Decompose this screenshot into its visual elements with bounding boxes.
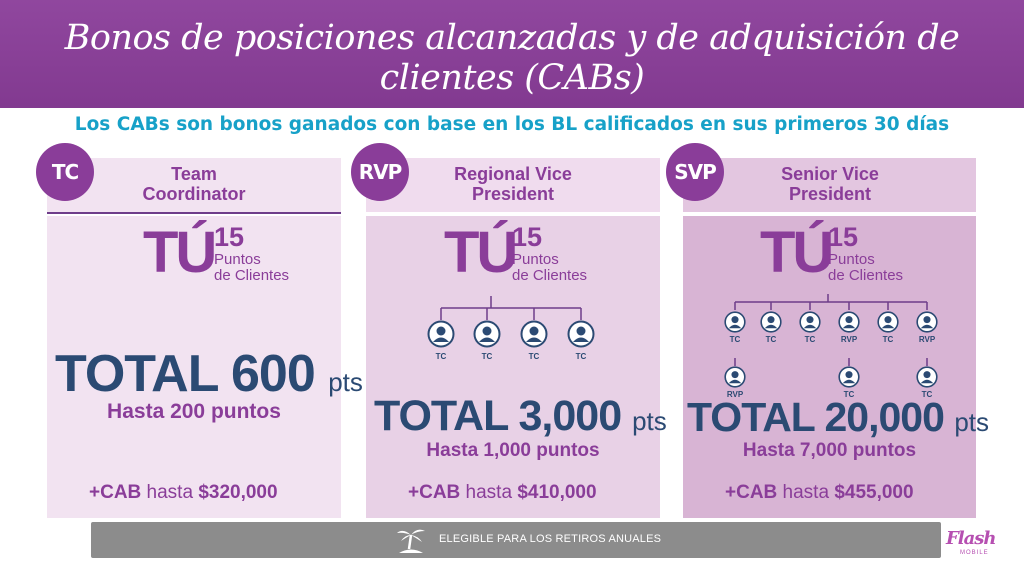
flash-mobile-logo: Flash MOBILE: [946, 526, 997, 562]
total-value: TOTAL 600: [55, 345, 316, 403]
cab-amount: $455,000: [834, 482, 914, 503]
tree-label: TC: [575, 352, 587, 361]
card-body: TÚ 15 Puntos de Clientes TOTAL 600 pts H…: [47, 216, 363, 518]
total-unit: pts: [954, 407, 989, 437]
total-unit: pts: [328, 367, 363, 397]
points-label-1: Puntos: [828, 251, 875, 268]
points-label-1: Puntos: [512, 251, 559, 268]
role-name: Regional Vice President: [423, 164, 603, 204]
role-line-2: President: [788, 184, 872, 204]
points-number: 15: [828, 222, 859, 252]
role-line-2: Coordinator: [142, 184, 246, 204]
hasta-points: Hasta 1,000 puntos: [426, 440, 600, 461]
role-line-1: Regional Vice: [454, 164, 572, 184]
tree-label: TC: [528, 352, 540, 361]
person-icon: [427, 320, 455, 348]
logo-text: Flash: [946, 528, 997, 549]
card-body: TÚ 15 Puntos de Clientes TC TC TC TC TOT…: [366, 216, 667, 518]
points-number: 15: [512, 222, 543, 252]
cab-mid: hasta: [782, 482, 830, 503]
card-header: Team Coordinator: [47, 158, 341, 213]
tree-label: RVP: [726, 390, 744, 399]
tree-label: TC: [729, 335, 741, 344]
person-icon: [520, 320, 548, 348]
role-line-1: Senior Vice: [781, 164, 879, 184]
points-label-2: de Clientes: [828, 267, 904, 284]
logo-subtext: MOBILE: [960, 550, 989, 556]
tree-label: TC: [481, 352, 493, 361]
tu-label: TÚ: [143, 220, 217, 285]
team-tree: [440, 296, 582, 320]
total-value: TOTAL 20,000: [687, 394, 945, 440]
cab-amount-line: +CAB hasta $455,000: [725, 482, 914, 504]
role-line-1: Team: [171, 164, 217, 184]
card-regional-vice-president: Regional Vice President TÚ 15 Puntos de …: [366, 158, 667, 518]
card-header: Senior Vice President: [683, 158, 976, 213]
card-team-coordinator: Team Coordinator TÚ 15 Puntos de Cliente…: [47, 158, 363, 518]
footer-text: ELEGIBLE PARA LOS RETIROS ANUALES: [439, 533, 662, 545]
person-icon: [877, 311, 899, 333]
role-name: Team Coordinator: [104, 164, 284, 204]
points-label-1: Puntos: [214, 251, 261, 268]
header-divider: [47, 212, 341, 214]
tree-label: TC: [765, 335, 777, 344]
points-label-2: de Clientes: [214, 267, 290, 284]
header-divider: [366, 212, 660, 214]
person-icon: [799, 311, 821, 333]
cab-amount: $410,000: [517, 482, 597, 503]
header-banner: Bonos de posiciones alcanzadas y de adqu…: [0, 0, 1024, 108]
team-tree: [734, 294, 928, 366]
total-points: TOTAL 20,000 pts: [687, 394, 989, 441]
person-icon: [838, 366, 860, 388]
person-icon: [724, 366, 746, 388]
cab-amount-line: +CAB hasta $410,000: [408, 482, 597, 504]
tu-label: TÚ: [760, 220, 834, 285]
cab-prefix: +CAB: [408, 482, 461, 503]
points-label-2: de Clientes: [512, 267, 588, 284]
tu-label: TÚ: [444, 220, 518, 285]
badge-tc: TC: [36, 143, 94, 201]
badge-rvp: RVP: [351, 143, 409, 201]
cab-mid: hasta: [146, 482, 194, 503]
cab-prefix: +CAB: [89, 482, 142, 503]
header-divider: [683, 212, 976, 214]
tree-label: TC: [843, 390, 855, 399]
card-body: TÚ 15 Puntos de Clientes TC TC TC RVP TC…: [683, 216, 989, 518]
card-senior-vice-president: Senior Vice President TÚ 15 Puntos de Cl…: [683, 158, 989, 518]
cab-amount-line: +CAB hasta $320,000: [89, 482, 278, 504]
person-icon: [838, 311, 860, 333]
tree-label: TC: [435, 352, 447, 361]
cab-prefix: +CAB: [725, 482, 778, 503]
card-header: Regional Vice President: [366, 158, 660, 213]
tree-label: RVP: [840, 335, 858, 344]
tree-label: TC: [804, 335, 816, 344]
tree-label: TC: [921, 390, 933, 399]
person-icon: [916, 366, 938, 388]
badge-svp: SVP: [666, 143, 724, 201]
person-icon: [567, 320, 595, 348]
hasta-points: Hasta 200 puntos: [107, 400, 281, 423]
points-number: 15: [214, 222, 245, 252]
tree-label: TC: [882, 335, 894, 344]
hasta-points: Hasta 7,000 puntos: [742, 440, 917, 461]
cab-amount: $320,000: [198, 482, 278, 503]
person-icon: [724, 311, 746, 333]
total-value: TOTAL 3,000: [374, 392, 622, 440]
palm-tree-icon: [397, 529, 425, 553]
person-icon: [473, 320, 501, 348]
person-icon: [916, 311, 938, 333]
total-points: TOTAL 600 pts: [55, 344, 363, 404]
total-points: TOTAL 3,000 pts: [374, 392, 667, 441]
role-name: Senior Vice President: [740, 164, 920, 204]
header-shade: [0, 0, 1024, 108]
person-icon: [760, 311, 782, 333]
page-title: Bonos de posiciones alcanzadas y de adqu…: [64, 18, 960, 98]
footer-bar: ELEGIBLE PARA LOS RETIROS ANUALES: [91, 522, 941, 558]
cab-mid: hasta: [465, 482, 513, 503]
page-subtitle: Los CABs son bonos ganados con base en l…: [74, 114, 950, 135]
tree-label: RVP: [918, 335, 936, 344]
total-unit: pts: [632, 406, 667, 436]
role-line-2: President: [471, 184, 555, 204]
